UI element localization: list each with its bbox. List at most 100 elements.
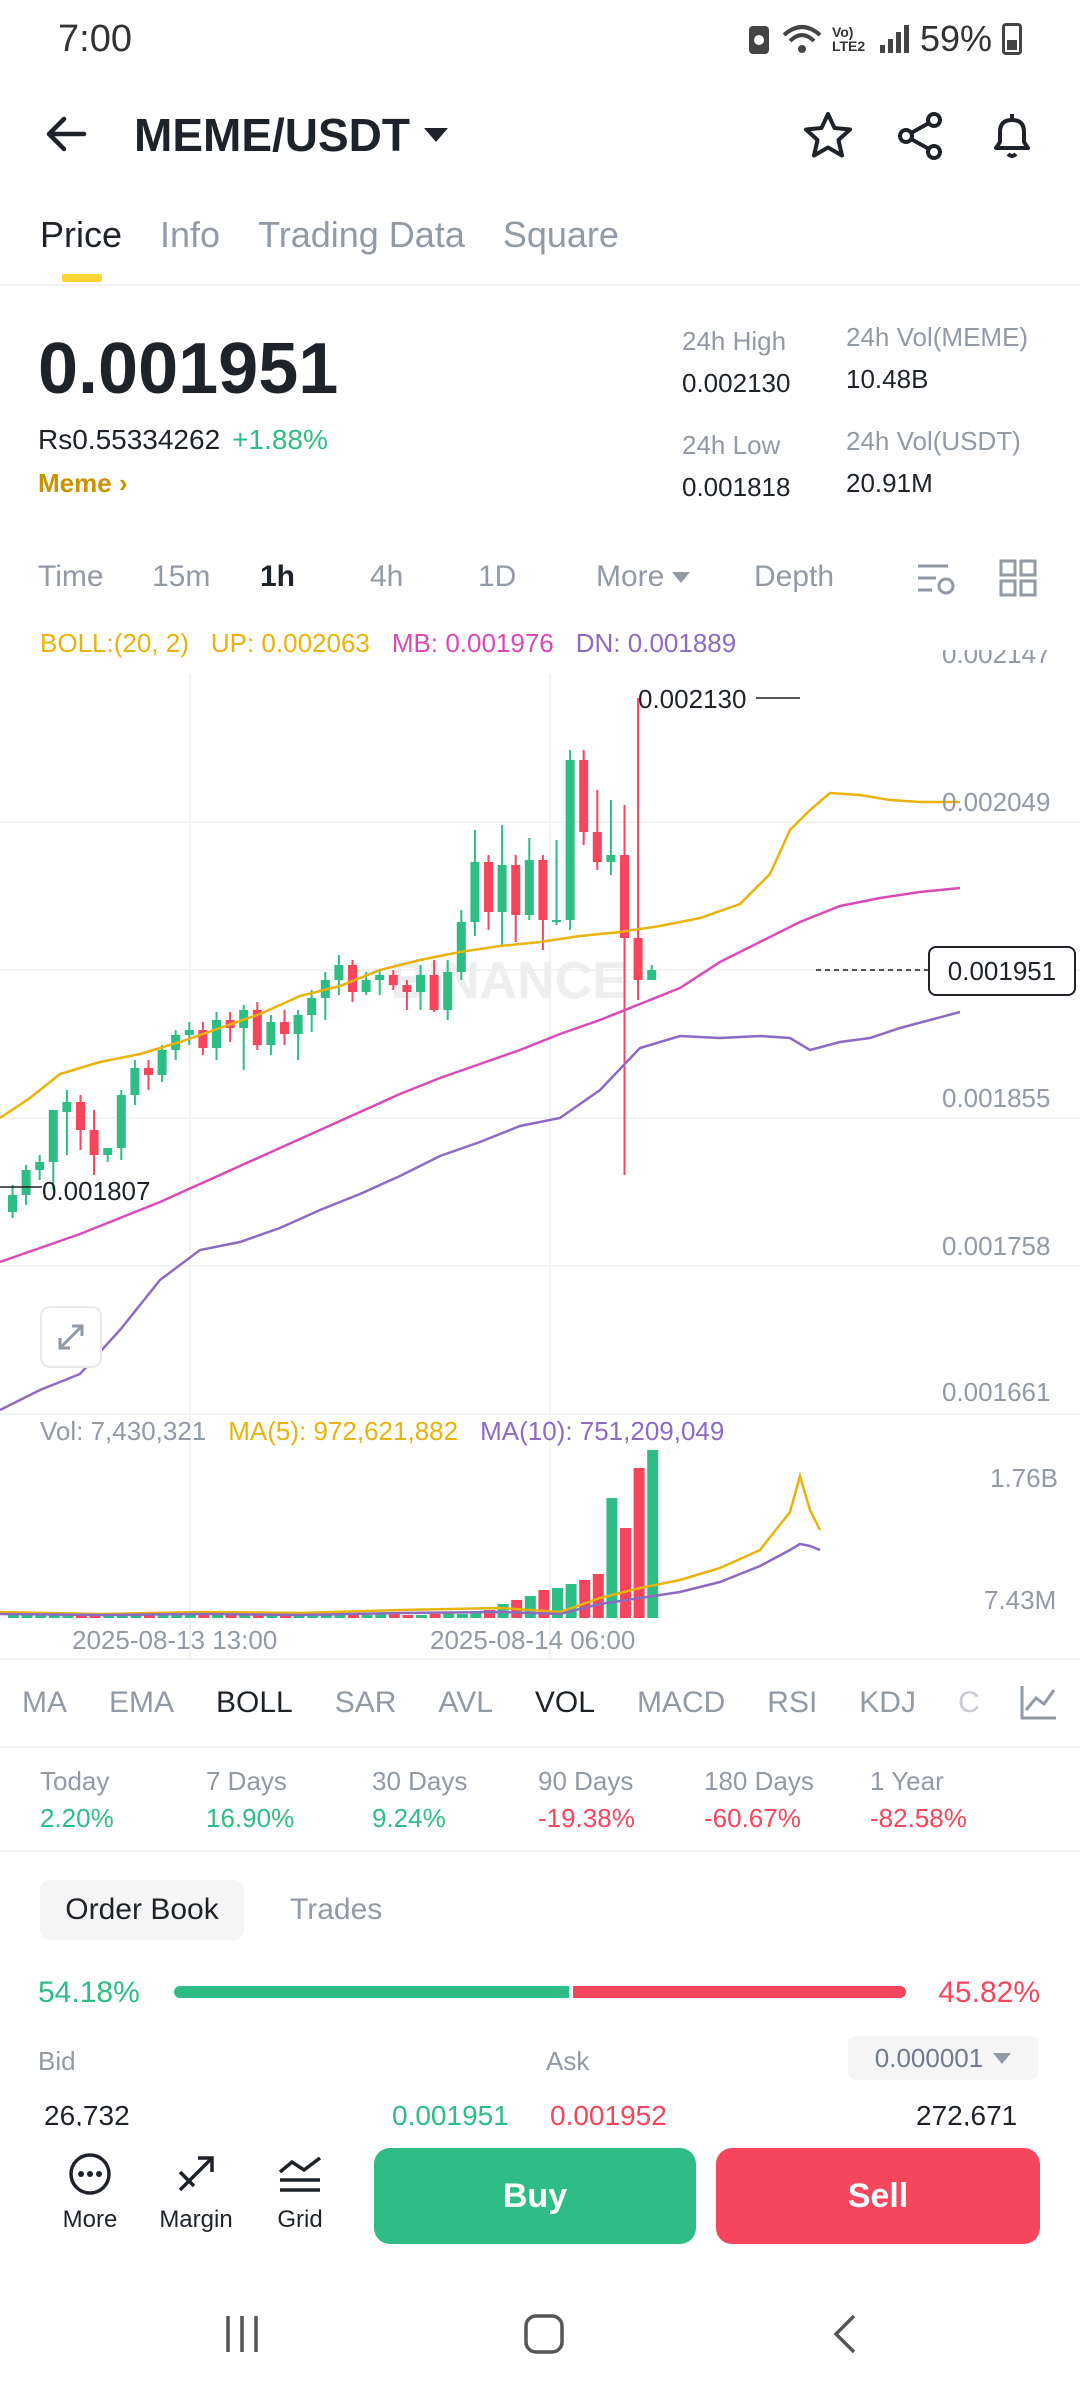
margin-label: Margin (159, 2206, 233, 2233)
recent-apps-icon[interactable] (216, 2308, 268, 2360)
token-link[interactable]: Meme › (38, 468, 128, 499)
margin-button[interactable]: Margin (146, 2150, 246, 2234)
candle (212, 1020, 221, 1048)
candlestick-chart[interactable]: BINANCE 0.002130 0.001807 0.002147 0.002… (0, 650, 1080, 1660)
indicator-ma[interactable]: MA (22, 1686, 67, 1719)
perf-value: -82.58% (870, 1803, 967, 1833)
volume-bar (144, 1614, 155, 1618)
indicator-more[interactable]: C (957, 1686, 980, 1719)
candle (130, 1068, 140, 1095)
candle (307, 998, 317, 1015)
boll-legend: BOLL:(20, 2) UP: 0.002063 MB: 0.001976 D… (40, 628, 736, 659)
volume-bar (157, 1615, 169, 1618)
back-arrow-icon[interactable] (40, 108, 92, 160)
high-value: 0.002130 (682, 368, 791, 398)
volume-bar (402, 1615, 414, 1618)
indicator-vol[interactable]: VOL (534, 1686, 595, 1719)
signal-icon (879, 25, 909, 53)
perf-label: Today (40, 1766, 110, 1796)
x-tick: 2025-08-13 13:00 (72, 1625, 277, 1655)
candle (361, 980, 371, 992)
interval-4h[interactable]: 4h (370, 560, 404, 593)
tab-square[interactable]: Square (502, 214, 619, 255)
status-time: 7:00 (58, 18, 132, 60)
tab-order-book[interactable]: Order Book (40, 1880, 244, 1940)
nav-back-icon[interactable] (820, 2308, 872, 2360)
main-tabs: Price Info Trading Data Square (40, 214, 619, 282)
volume-bar (416, 1615, 427, 1618)
candle (565, 760, 575, 920)
chevron-right-icon: › (118, 468, 128, 498)
last-price: 0.001951 (38, 329, 339, 409)
indicator-ema[interactable]: EMA (109, 1686, 175, 1719)
candle (647, 970, 657, 980)
interval-15m[interactable]: 15m (152, 560, 211, 593)
interval-1d[interactable]: 1D (478, 560, 517, 593)
bell-icon[interactable] (984, 108, 1040, 164)
sell-button[interactable]: Sell (716, 2148, 1040, 2244)
volume-bar (35, 1615, 47, 1618)
more-button[interactable]: More (40, 2150, 140, 2234)
layout-grid-icon[interactable] (998, 558, 1038, 598)
indicator-rsi[interactable]: RSI (767, 1686, 818, 1719)
pair-selector[interactable]: MEME/USDT (134, 108, 448, 162)
volume-bar (212, 1615, 223, 1618)
volume-bar (429, 1614, 441, 1618)
interval-depth[interactable]: Depth (754, 560, 835, 593)
candle (157, 1050, 167, 1075)
candle (144, 1068, 153, 1075)
grid-bot-icon (278, 2156, 322, 2192)
expand-chart-button[interactable] (40, 1306, 102, 1368)
tab-trades[interactable]: Trades (290, 1893, 383, 1926)
candle (198, 1030, 208, 1048)
candle (620, 855, 629, 938)
candle (21, 1170, 31, 1195)
grid-button[interactable]: Grid (250, 2150, 350, 2234)
volume-bar (647, 1450, 659, 1618)
tab-trading-data[interactable]: Trading Data (258, 214, 465, 255)
grid-label: Grid (277, 2206, 323, 2233)
indicator-avl[interactable]: AVL (438, 1686, 493, 1719)
candle (429, 975, 439, 1010)
order-book-row[interactable]: 26,732 0.001951 0.001952 272,671 (0, 2100, 1080, 2126)
buy-button[interactable]: Buy (374, 2148, 696, 2244)
indicator-boll[interactable]: BOLL (216, 1686, 293, 1719)
vol-ma5-line (0, 1471, 822, 1616)
vol-quote-value: 20.91M (846, 468, 933, 498)
home-icon[interactable] (518, 2308, 570, 2360)
candle (497, 865, 507, 912)
interval-time[interactable]: Time (38, 560, 104, 593)
volume-axis: 1.76B 7.43M (984, 1463, 1058, 1615)
indicator-macd[interactable]: MACD (636, 1686, 726, 1719)
boll-mb: MB: 0.001976 (391, 628, 554, 658)
y-tick: 0.002147 (942, 650, 1050, 669)
indicator-settings-icon[interactable] (1018, 1682, 1060, 1722)
bid-ratio-bar (174, 1986, 569, 1998)
chart-settings-icon[interactable] (914, 558, 958, 598)
candle (511, 865, 521, 915)
bid-price: 0.001951 (392, 2100, 509, 2126)
interval-1h[interactable]: 1h (260, 560, 296, 593)
boll-params: BOLL:(20, 2) (40, 628, 189, 658)
time-axis: 2025-08-13 13:00 2025-08-14 06:00 (72, 1625, 635, 1655)
perf-90d: 90 Days -19.38% (538, 1766, 635, 1834)
volume-bar (606, 1498, 618, 1618)
tab-price[interactable]: Price (40, 214, 123, 282)
indicator-kdj[interactable]: KDJ (859, 1686, 916, 1719)
share-icon[interactable] (892, 108, 948, 164)
price-axis: 0.002147 0.002049 0.001855 0.001758 0.00… (942, 650, 1050, 1407)
tab-info[interactable]: Info (160, 214, 221, 255)
candle (470, 862, 480, 922)
tick-size-value: 0.000001 (874, 2042, 984, 2073)
candle (293, 1015, 303, 1034)
interval-more[interactable]: More (596, 560, 754, 594)
volume-bar (620, 1528, 631, 1618)
star-icon[interactable] (800, 108, 856, 164)
volume-bar (76, 1615, 87, 1618)
candle (334, 965, 344, 980)
chart-gridlines (0, 674, 1080, 1660)
chart-min-label: 0.001807 (42, 1176, 150, 1206)
tick-size-select[interactable]: 0.000001 (848, 2036, 1038, 2080)
indicator-sar[interactable]: SAR (334, 1686, 397, 1719)
volume-bar (361, 1615, 373, 1618)
